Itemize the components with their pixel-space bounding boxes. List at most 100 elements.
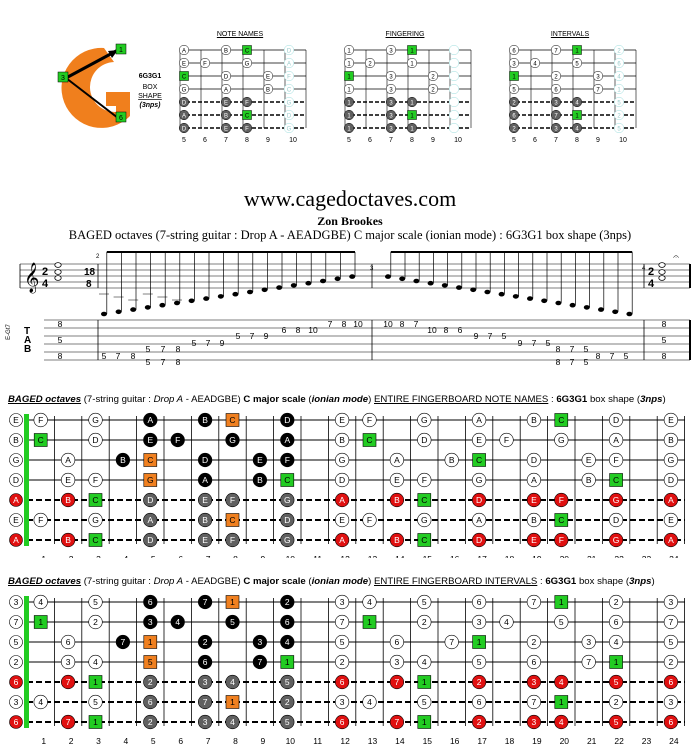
tab-number: 5	[146, 344, 151, 354]
scale-note-label: 2	[148, 717, 153, 727]
scale-note-label: C	[476, 455, 482, 465]
scale-note-label: A	[476, 415, 482, 425]
mini-note-label: 6	[617, 61, 621, 67]
fret-number: 8	[233, 554, 238, 558]
scale-note-label: 5	[477, 657, 482, 667]
scale-note-label: 4	[230, 677, 235, 687]
mini-note-label: 2	[554, 74, 558, 80]
scale-note-circle	[389, 674, 405, 690]
chord-note-head	[54, 269, 62, 275]
scale-note-label: 6	[340, 677, 345, 687]
scale-note-circle	[608, 452, 624, 468]
fret-number: 5	[151, 554, 156, 558]
scale-note-circle	[252, 634, 267, 650]
scale-note-circle	[88, 512, 103, 528]
scale-note-label: 2	[285, 697, 290, 707]
open-string-label: A	[13, 495, 19, 505]
note-head	[569, 302, 576, 308]
scale-note-label: E	[65, 475, 71, 485]
mini-note	[508, 109, 520, 121]
mini-note-label: E	[224, 100, 228, 106]
open-string-label: 3	[14, 597, 19, 607]
intervals-section-title: BAGED octaves (7-string guitar : Drop A …	[8, 576, 655, 587]
mini-note-label: 1	[617, 87, 621, 93]
author: Zon Brookes	[317, 214, 383, 228]
scale-note-square	[88, 533, 103, 547]
scale-note-label: B	[449, 455, 455, 465]
scale-note-circle	[225, 714, 240, 730]
scale-note-circle	[417, 412, 432, 428]
scale-note-label: D	[92, 435, 98, 445]
mini-note-label: 4	[575, 100, 579, 106]
scale-note-label: D	[476, 535, 482, 545]
scale-note-circle	[663, 674, 679, 690]
mini-note	[241, 96, 253, 108]
tab-number: 5	[58, 335, 63, 345]
time-sig2-bottom: 8	[86, 279, 92, 290]
tab-number: 5	[546, 338, 551, 348]
open-string-marker	[9, 675, 23, 689]
scale-note-label: 6	[285, 617, 290, 627]
scale-note-circle	[280, 594, 295, 610]
scale-note-label: 7	[449, 637, 454, 647]
scale-note-label: 1	[367, 617, 372, 627]
scale-note-label: 2	[148, 677, 153, 687]
scale-note-circle	[389, 492, 405, 508]
scale-note-label: 2	[669, 657, 674, 667]
scale-note-circle	[663, 594, 679, 610]
open-string-marker	[9, 595, 23, 609]
mini-fret-number: 9	[596, 137, 600, 144]
note-head	[541, 298, 548, 304]
scale-note-label: 4	[38, 597, 43, 607]
tab-letter: T	[24, 326, 30, 337]
scale-note-label: A	[147, 415, 153, 425]
scale-note-circle	[280, 614, 295, 630]
scale-note-circle	[526, 412, 542, 428]
scale-note-square	[417, 533, 432, 547]
note-head	[385, 274, 391, 279]
mini-root	[572, 45, 582, 55]
mini-note	[448, 44, 460, 56]
mini-note-label: 3	[389, 100, 393, 106]
scale-note-circle	[362, 412, 377, 428]
notes-section-title: BAGED octaves (7-string guitar : Drop A …	[8, 394, 666, 405]
scale-note-label: E	[394, 475, 400, 485]
open-string-marker	[9, 635, 23, 649]
mini-note	[220, 70, 232, 82]
mini-root	[509, 71, 519, 81]
mini-fret-number: 6	[203, 137, 207, 144]
fermata-icon: 𝄐	[673, 252, 679, 263]
scale-note-label: 3	[340, 697, 345, 707]
mini-note	[283, 122, 295, 134]
fret-number: 10	[286, 554, 296, 558]
scale-note-label: 6	[203, 657, 208, 667]
scale-note-label: C	[229, 415, 235, 425]
scale-note-label: 5	[559, 617, 564, 627]
scale-note-circle	[170, 432, 185, 448]
scale-note-label: F	[613, 455, 618, 465]
scale-note-circle	[417, 594, 432, 610]
mini-note-label: 1	[347, 113, 351, 119]
scale-note-label: 5	[93, 697, 98, 707]
scale-note-circle	[143, 594, 158, 610]
scale-note-circle	[143, 674, 158, 690]
mini-note-label: 5	[617, 126, 621, 132]
scale-note-label: 2	[614, 597, 619, 607]
open-string-label: 6	[14, 677, 19, 687]
note-head	[484, 289, 491, 295]
tab-number: 8	[296, 325, 301, 335]
tab-number: 7	[488, 331, 493, 341]
scale-note-circle	[663, 532, 679, 548]
nut-bar	[24, 596, 29, 728]
scale-note-circle	[335, 714, 350, 730]
mini-note-label: B	[224, 48, 228, 54]
scale-note-label: 5	[285, 717, 290, 727]
scale-note-label: A	[394, 455, 400, 465]
mini-note-label: A	[182, 48, 186, 54]
scale-note-label: 3	[532, 677, 537, 687]
scale-note-label: E	[339, 515, 345, 525]
mini-note-label: 3	[512, 61, 516, 67]
scale-note-circle	[389, 472, 405, 488]
mini-note	[592, 70, 604, 82]
